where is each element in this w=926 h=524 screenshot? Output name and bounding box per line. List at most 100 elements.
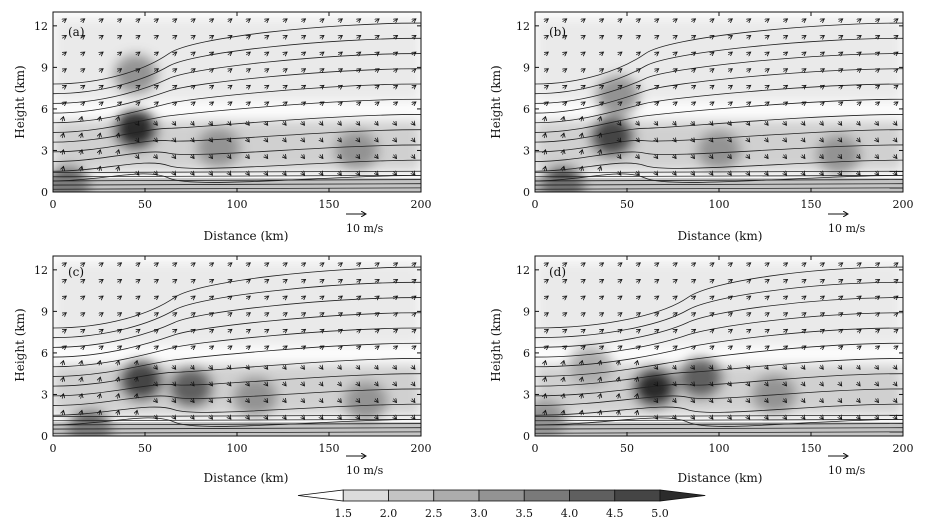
wind-vector xyxy=(673,263,677,266)
wind-vector xyxy=(81,102,85,105)
wind-vector xyxy=(173,52,177,55)
wind-vector xyxy=(894,399,897,403)
wind-vector xyxy=(710,19,714,22)
wind-vector xyxy=(875,85,879,88)
wind-vector xyxy=(894,296,898,299)
wind-vector xyxy=(412,85,416,88)
wind-vector xyxy=(265,35,269,38)
wind-vector xyxy=(265,399,268,403)
panel-b-ytick-label: 6 xyxy=(523,103,530,116)
wind-vector xyxy=(301,138,304,142)
wind-vector xyxy=(691,365,694,369)
wind-vector xyxy=(117,19,121,22)
wind-vector xyxy=(875,365,878,369)
wind-vector xyxy=(320,313,324,316)
wind-vector xyxy=(173,263,177,266)
wind-vector xyxy=(209,365,212,369)
panel-a-reference-vector: 10 m/s xyxy=(346,214,384,235)
wind-vector xyxy=(191,279,195,282)
wind-vector xyxy=(710,85,714,88)
wind-vector xyxy=(765,313,769,316)
wind-vector xyxy=(99,361,100,366)
wind-vector xyxy=(618,394,619,399)
wind-vector xyxy=(747,415,750,419)
wind-vector xyxy=(691,102,695,105)
wind-vector xyxy=(357,346,361,349)
wind-vector xyxy=(117,133,118,139)
wind-vector xyxy=(154,399,157,403)
wind-vector xyxy=(357,296,361,299)
panel-c-label: (c) xyxy=(68,265,84,279)
wind-vector xyxy=(320,138,323,142)
wind-vector xyxy=(581,377,582,383)
wind-vector xyxy=(728,155,731,159)
wind-vector xyxy=(783,102,787,105)
wind-vector xyxy=(783,415,786,419)
wind-vector xyxy=(357,85,361,88)
wind-vector xyxy=(618,171,621,175)
wind-vector xyxy=(544,85,548,88)
wind-vector xyxy=(599,69,603,72)
wind-vector xyxy=(599,102,603,105)
wind-vector xyxy=(99,85,103,88)
panel-d-xtick-label: 50 xyxy=(620,442,634,455)
wind-vector xyxy=(301,399,304,403)
wind-vector xyxy=(599,35,603,38)
wind-vector xyxy=(246,69,250,72)
wind-vector xyxy=(283,155,286,159)
wind-vector xyxy=(673,121,676,125)
wind-vector xyxy=(301,279,305,282)
wind-vector xyxy=(655,346,659,349)
wind-vector xyxy=(136,361,137,366)
wind-vector xyxy=(191,346,195,349)
wind-vector xyxy=(802,138,805,142)
wind-vector xyxy=(136,410,137,416)
wind-vector xyxy=(839,399,842,403)
wind-vector xyxy=(802,329,806,332)
wind-vector xyxy=(209,52,213,55)
wind-vector xyxy=(673,296,677,299)
wind-vector xyxy=(599,329,603,332)
wind-vector xyxy=(673,102,677,105)
wind-vector xyxy=(618,263,622,266)
panel-c-ytick-label: 0 xyxy=(41,430,48,443)
wind-vector xyxy=(228,85,232,88)
wind-vector xyxy=(228,19,232,22)
colorbar-swatch xyxy=(569,489,616,502)
wind-vector xyxy=(283,365,286,369)
wind-vector xyxy=(820,365,823,369)
wind-vector xyxy=(320,399,323,403)
colorbar-tick-label: 1.5 xyxy=(335,507,353,520)
wind-vector xyxy=(154,52,158,55)
wind-vector xyxy=(320,155,323,159)
wind-vector xyxy=(283,35,287,38)
wind-vector xyxy=(81,329,85,332)
wind-vector xyxy=(191,69,195,72)
wind-vector xyxy=(857,19,861,22)
wind-vector xyxy=(691,313,695,316)
wind-vector xyxy=(154,346,158,349)
wind-vector xyxy=(673,399,676,403)
wind-vector xyxy=(563,394,564,399)
wind-vector xyxy=(655,279,659,282)
wind-vector xyxy=(765,399,768,403)
wind-vector xyxy=(338,329,342,332)
shading-core xyxy=(233,377,278,418)
panel-c-xlabel: Distance (km) xyxy=(204,471,289,485)
wind-vector xyxy=(618,155,621,159)
wind-vector xyxy=(265,85,269,88)
wind-vector xyxy=(599,296,603,299)
wind-vector xyxy=(357,69,361,72)
wind-vector xyxy=(320,85,324,88)
wind-vector xyxy=(338,296,342,299)
wind-vector xyxy=(283,415,286,419)
panel-a-label: (a) xyxy=(68,25,85,39)
wind-vector xyxy=(710,313,714,316)
wind-vector xyxy=(154,415,157,419)
wind-vector xyxy=(765,415,768,419)
colorbar-tick-label: 5.0 xyxy=(651,507,669,520)
wind-vector xyxy=(99,394,100,399)
wind-vector xyxy=(894,52,898,55)
wind-vector xyxy=(338,415,341,419)
